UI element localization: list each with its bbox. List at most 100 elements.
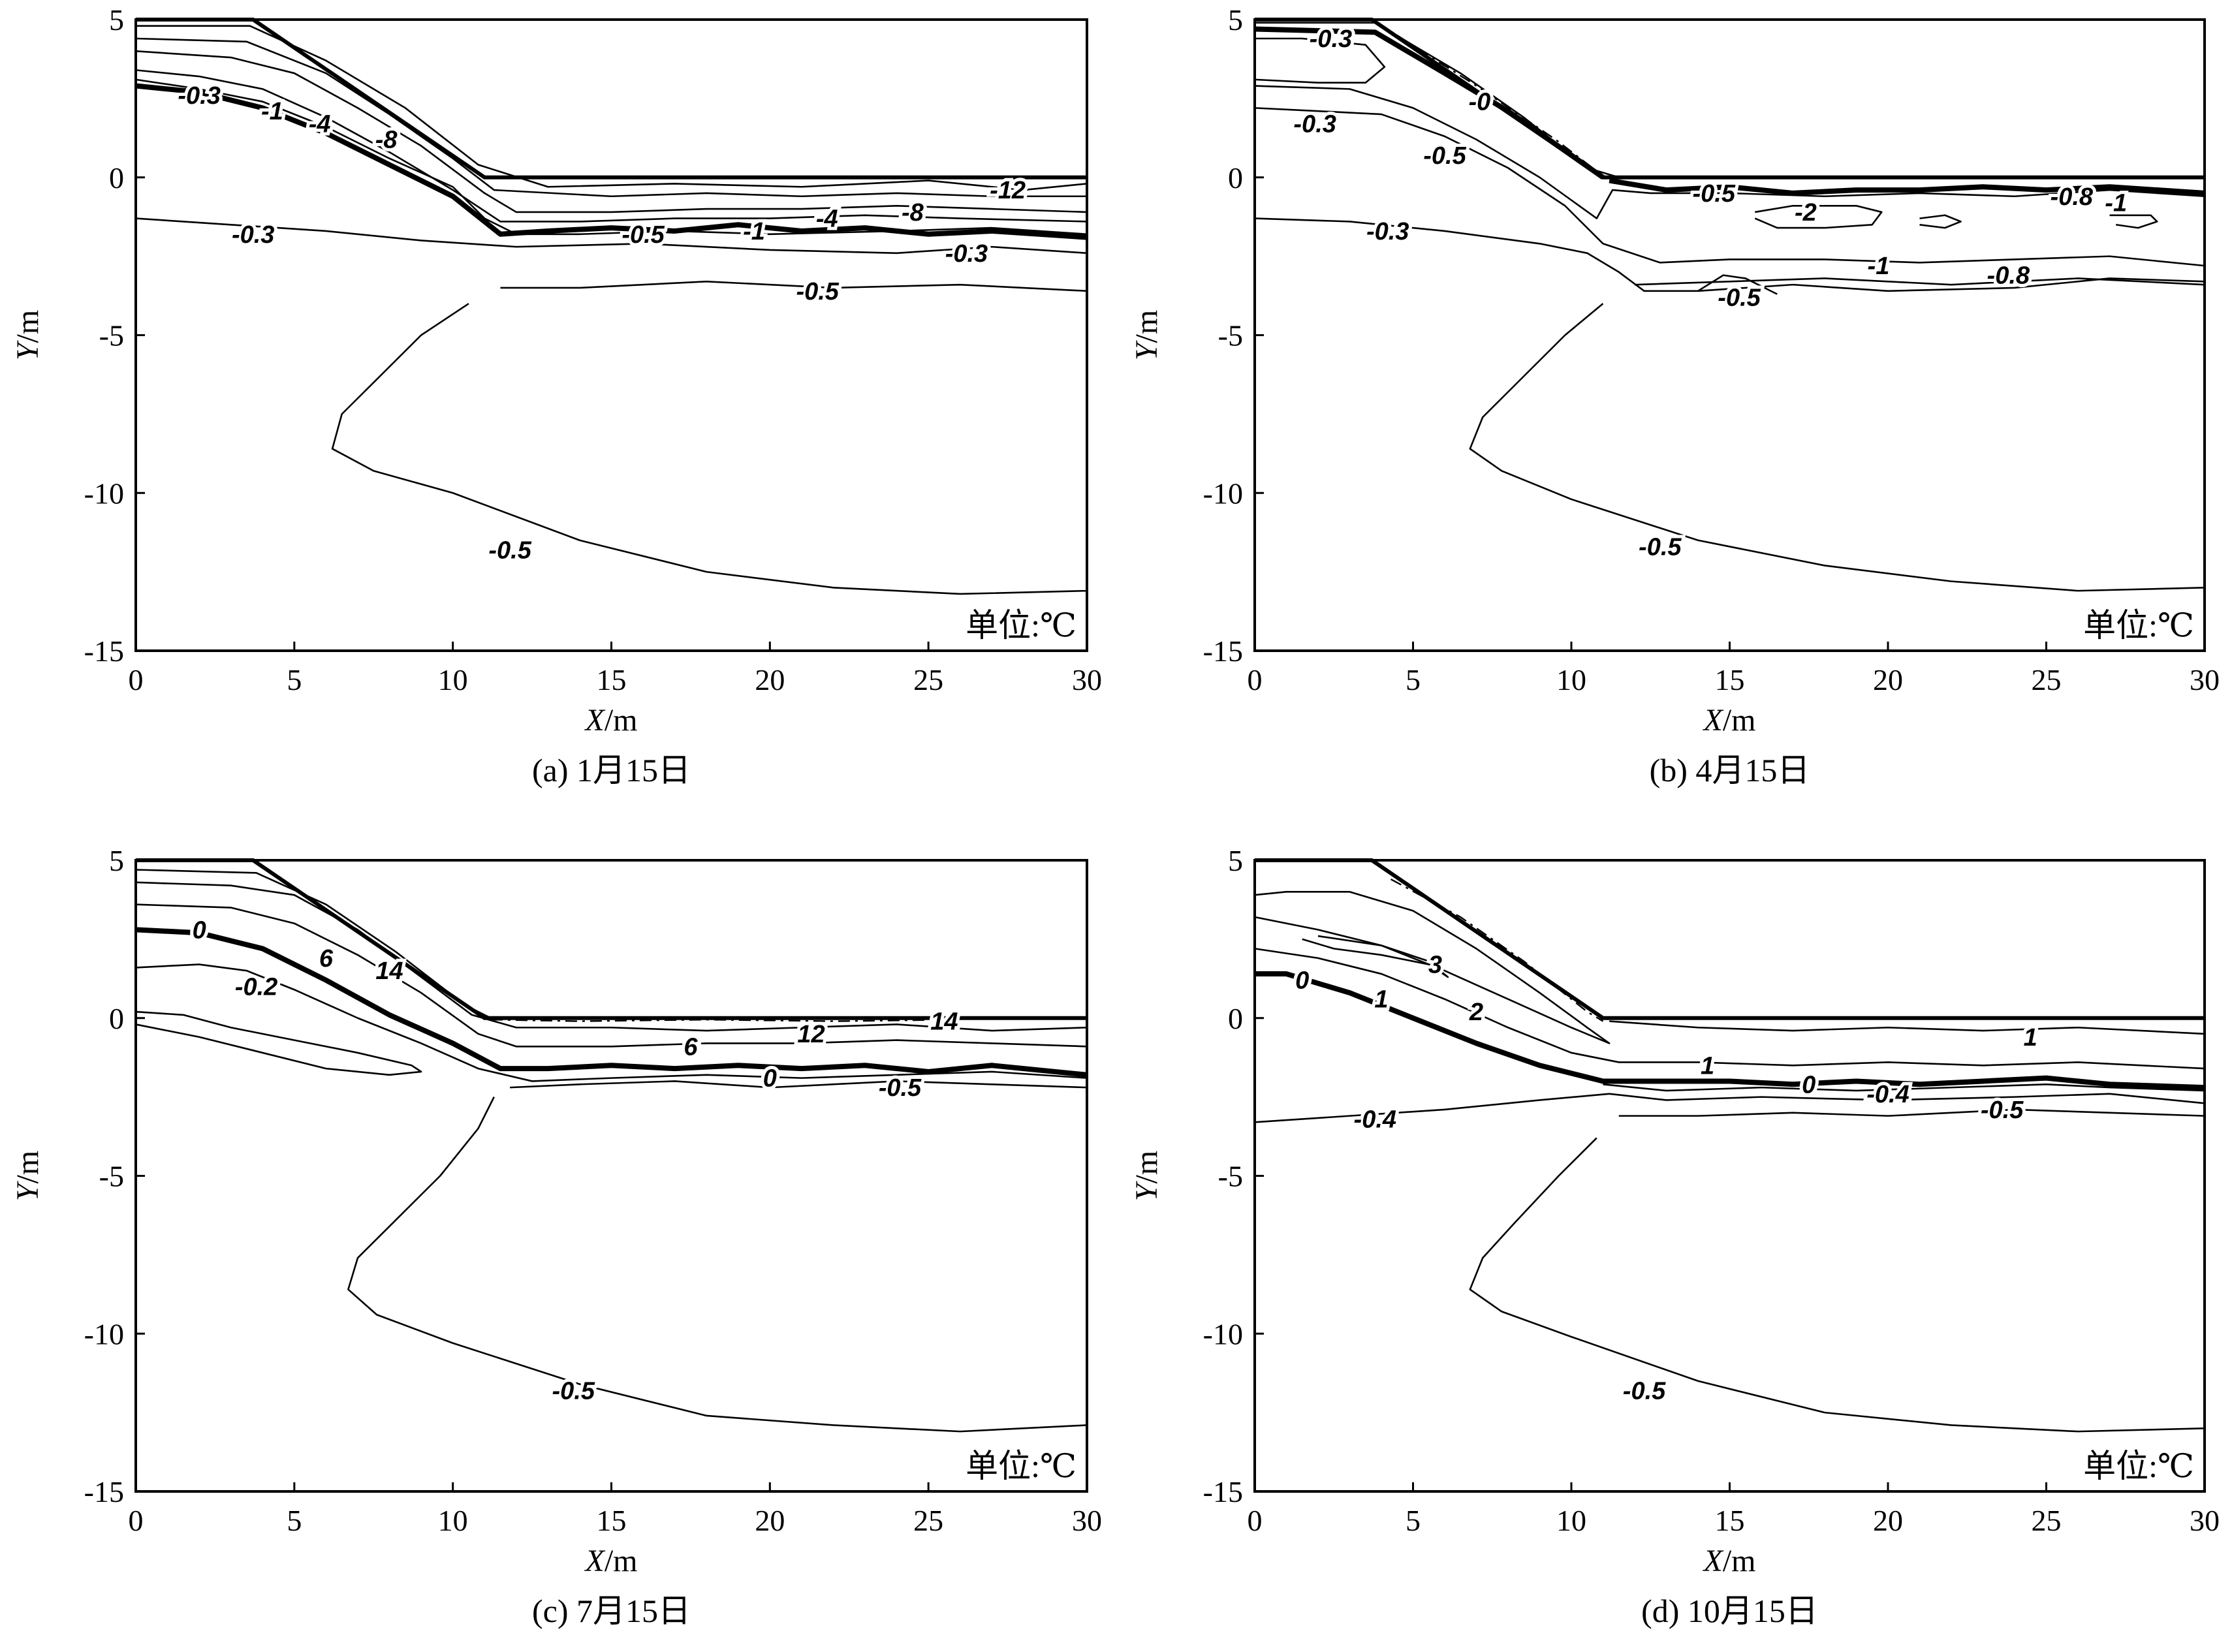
y-tick-label: 5 xyxy=(109,3,124,37)
x-tick-label: 20 xyxy=(1873,663,1903,696)
unit-note: 单位:℃ xyxy=(2083,1448,2194,1484)
y-tick-label: -5 xyxy=(1218,1160,1243,1193)
contour-label: -0.8 xyxy=(1987,262,2030,290)
y-tick-label: -5 xyxy=(1218,319,1243,352)
y-tick-label: 0 xyxy=(109,161,124,195)
contour-label: 3 xyxy=(1428,952,1442,979)
contour-label: -0.5 xyxy=(1693,180,1736,208)
contour-label: -0.8 xyxy=(2051,183,2094,211)
x-tick-label: 5 xyxy=(287,1504,302,1537)
y-tick-label: -15 xyxy=(84,1475,124,1508)
y-axis-label: Y/m xyxy=(1129,1151,1164,1201)
contour-line xyxy=(135,903,1088,1048)
contour-label: -8 xyxy=(375,127,398,154)
y-tick-label: -10 xyxy=(1203,1317,1243,1350)
panel-caption: (d) 10月15日 xyxy=(1641,1593,1818,1629)
y-axis-label: Y/m xyxy=(10,310,45,360)
x-tick-label: 20 xyxy=(1873,1504,1903,1537)
contour-line xyxy=(1396,35,1597,172)
contour-label: -0.5 xyxy=(488,537,531,564)
x-tick-label: 10 xyxy=(1556,1504,1586,1537)
contour-line xyxy=(1469,277,2206,592)
contour-label: 1 xyxy=(1701,1052,1714,1080)
contour-label: -1 xyxy=(261,98,283,125)
contour-label: 1 xyxy=(1374,986,1388,1014)
contour-label: -0.3 xyxy=(1293,111,1336,138)
contour-label: -0.4 xyxy=(1866,1081,1909,1108)
contour-label: -4 xyxy=(309,111,331,138)
x-tick-label: 20 xyxy=(755,1504,785,1537)
contour-line xyxy=(135,78,1088,236)
contour-line xyxy=(2109,214,2158,229)
contour-line xyxy=(135,83,1088,240)
contour-line xyxy=(135,50,1088,213)
x-tick-label: 10 xyxy=(438,1504,468,1537)
y-tick-label: -15 xyxy=(1203,634,1243,668)
contour-line xyxy=(1254,37,1386,84)
contour-label: 6 xyxy=(319,945,334,973)
contour-label: -2 xyxy=(1795,199,1817,226)
ground-surface xyxy=(136,858,1087,1020)
x-tick-label: 10 xyxy=(438,663,468,696)
ground-surface xyxy=(136,18,1087,179)
contour-line xyxy=(1697,274,1778,295)
contour-label: -0.2 xyxy=(235,973,277,1001)
contour-line xyxy=(135,1010,422,1076)
plot-frame xyxy=(1253,859,2206,1493)
y-tick-label: 0 xyxy=(109,1002,124,1035)
contour-line xyxy=(135,927,1088,1078)
contour-label: -0.5 xyxy=(621,221,665,249)
plot-frame xyxy=(1253,18,2206,652)
x-tick-label: 20 xyxy=(755,663,785,696)
contour-label: -1 xyxy=(2105,189,2127,217)
contour-line xyxy=(1254,107,2205,267)
y-tick-label: 5 xyxy=(1228,3,1243,37)
contour-label: 0 xyxy=(763,1065,777,1093)
contour-label: -0.5 xyxy=(796,278,839,305)
contour-line xyxy=(1603,1083,2205,1092)
x-tick-label: 5 xyxy=(287,663,302,696)
contour-line xyxy=(1754,204,1883,229)
contour-label: 0 xyxy=(1802,1071,1815,1099)
x-tick-label: 0 xyxy=(129,663,144,696)
contour-line xyxy=(1254,85,2205,219)
y-tick-label: -10 xyxy=(1203,476,1243,510)
contour-line xyxy=(1302,935,1449,978)
contour-label: 1 xyxy=(2024,1024,2037,1052)
contour-line xyxy=(1255,971,2205,1091)
contour-label: -4 xyxy=(816,206,838,233)
x-tick-label: 25 xyxy=(913,1504,943,1537)
contour-label: -1 xyxy=(743,218,765,245)
contour-label: -0.5 xyxy=(1423,142,1466,170)
contour-line xyxy=(1919,214,1962,229)
contour-line xyxy=(1390,878,1604,1022)
contour-label: 6 xyxy=(684,1033,698,1061)
panel-caption: (b) 4月15日 xyxy=(1650,752,1810,788)
x-axis-label: X/m xyxy=(584,703,638,738)
x-tick-label: 5 xyxy=(1406,1504,1421,1537)
y-tick-label: -5 xyxy=(99,319,124,352)
contour-label: -0.3 xyxy=(945,240,988,268)
contour-label: 12 xyxy=(797,1021,825,1048)
panel-b: 0 5 10 15 20 25 30 5 0 -5 -10 -15 X/m Y/m (b) 4月15日 单位:… xyxy=(1129,3,2220,788)
y-tick-label: -10 xyxy=(84,476,124,510)
x-tick-label: 15 xyxy=(1715,1504,1745,1537)
x-tick-label: 10 xyxy=(1556,663,1586,696)
x-tick-label: 15 xyxy=(1715,663,1745,696)
contour-line xyxy=(347,1080,1088,1433)
x-tick-label: 5 xyxy=(1406,663,1421,696)
y-tick-label: 5 xyxy=(1228,844,1243,877)
unit-note: 单位:℃ xyxy=(966,1448,1077,1484)
unit-note: 单位:℃ xyxy=(966,607,1077,644)
contour-line xyxy=(490,1018,960,1022)
ground-surface xyxy=(1255,858,2205,1020)
contour-label: 0 xyxy=(193,916,206,944)
x-tick-label: 30 xyxy=(2190,1504,2220,1537)
contour-label: -12 xyxy=(990,177,1026,204)
x-tick-label: 30 xyxy=(1072,663,1102,696)
x-tick-label: 0 xyxy=(1248,663,1263,696)
y-tick-label: 0 xyxy=(1228,161,1243,195)
panel-caption: (a) 1月15日 xyxy=(532,752,691,788)
contour-label: -0.5 xyxy=(1981,1097,2024,1124)
